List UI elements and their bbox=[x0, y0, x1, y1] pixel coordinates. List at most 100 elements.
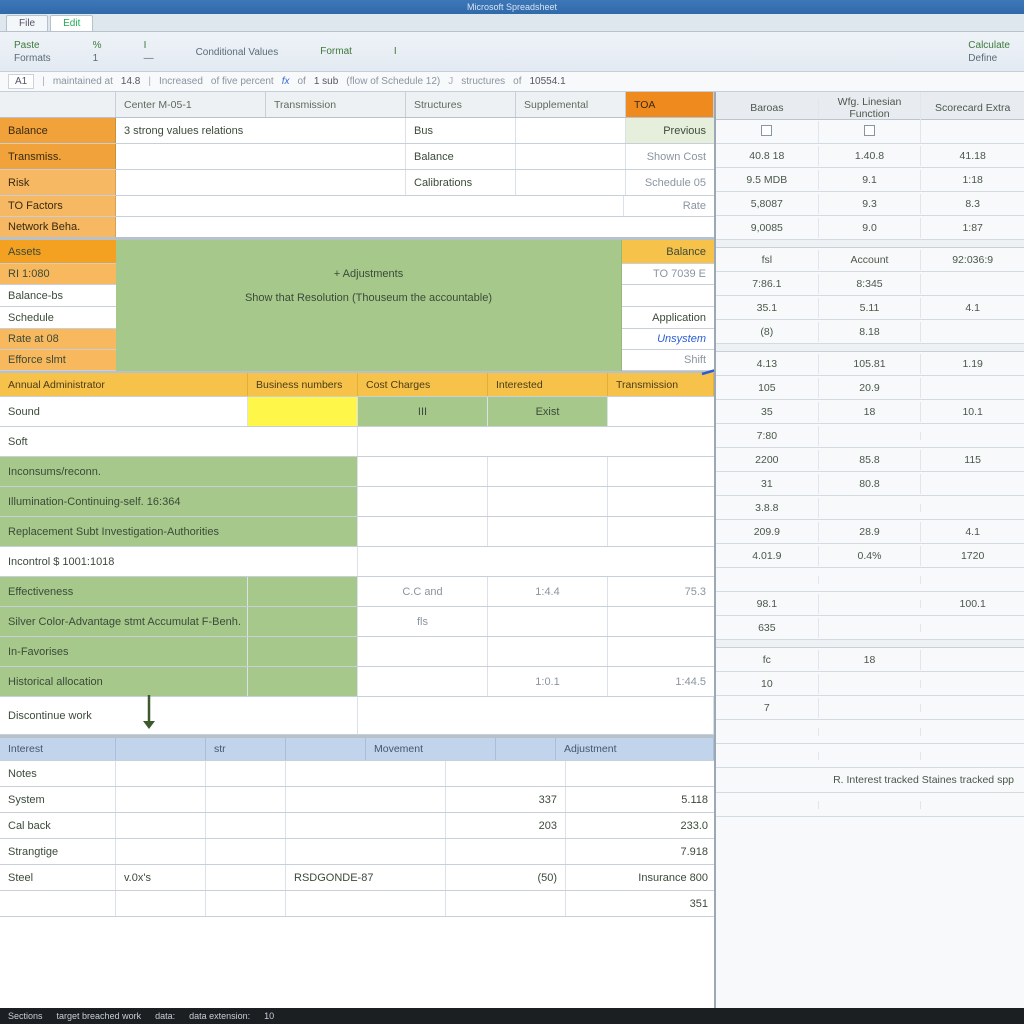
ribbon-grp-i2[interactable]: I bbox=[394, 46, 397, 57]
rp-row[interactable]: 3180.8 bbox=[716, 472, 1024, 496]
rp-h0[interactable]: Baroas bbox=[716, 98, 819, 118]
sec1-colhead-2[interactable]: Transmission bbox=[266, 92, 406, 117]
sec2b-row[interactable]: Discontinue work bbox=[0, 697, 714, 735]
rp-row[interactable]: R. Interest tracked Staines tracked spp bbox=[716, 768, 1024, 793]
tab-file[interactable]: File bbox=[6, 15, 48, 31]
rp-h2[interactable]: Scorecard Extra bbox=[921, 98, 1024, 118]
rp-row[interactable]: (8)8.18 bbox=[716, 320, 1024, 344]
rp-row[interactable] bbox=[716, 568, 1024, 592]
sec2b-h4[interactable]: Transmission bbox=[608, 373, 714, 396]
ribbon-grp-format[interactable]: Format bbox=[320, 46, 352, 57]
rp-row[interactable] bbox=[716, 120, 1024, 144]
sec3-h6[interactable]: Adjustment bbox=[556, 738, 714, 760]
rp-row[interactable]: 209.928.94.1 bbox=[716, 520, 1024, 544]
sec1-row-3[interactable]: TO Factors Rate bbox=[0, 196, 714, 217]
sec1-row-2[interactable]: Risk Calibrations Schedule 05 bbox=[0, 170, 714, 196]
rp-cell: 105.81 bbox=[819, 354, 922, 374]
rp-row[interactable]: 7:86.18:345 bbox=[716, 272, 1024, 296]
fx-icon[interactable]: fx bbox=[282, 76, 290, 87]
sec1-gutter-1[interactable]: Transmiss. bbox=[0, 144, 116, 169]
rp-row[interactable]: 9.5 MDB9.11:18 bbox=[716, 168, 1024, 192]
sec3-h4[interactable]: Movement bbox=[366, 738, 496, 760]
checkbox[interactable] bbox=[864, 125, 875, 136]
tab-edit[interactable]: Edit bbox=[50, 15, 93, 31]
left-pane[interactable]: Center M-05-1 Transmission Structures Su… bbox=[0, 92, 716, 1008]
sec2b-row[interactable]: Replacement Subt Investigation-Authoriti… bbox=[0, 517, 714, 547]
rp-row[interactable]: 4.01.90.4%1720 bbox=[716, 544, 1024, 568]
sec3-row[interactable]: Cal back203233.0 bbox=[0, 813, 714, 839]
sec2a-gutter-5[interactable]: Efforce slmt bbox=[0, 350, 116, 370]
right-pane[interactable]: Baroas Wfg. Linesian Function Scorecard … bbox=[716, 92, 1024, 1008]
rp-cell bbox=[716, 121, 819, 143]
rp-row[interactable]: 10520.9 bbox=[716, 376, 1024, 400]
ribbon-grp-paste[interactable]: PasteFormats bbox=[14, 40, 51, 64]
rp-row[interactable]: fslAccount92:036:9 bbox=[716, 248, 1024, 272]
rp-h1[interactable]: Wfg. Linesian Function bbox=[819, 92, 922, 124]
sec2a-gutter-3[interactable]: Schedule bbox=[0, 307, 116, 328]
rp-row[interactable]: 40.8 181.40.841.18 bbox=[716, 144, 1024, 168]
sec2b-row[interactable]: SoundIIIExist bbox=[0, 397, 714, 427]
sec2b-row[interactable]: Inconsums/reconn. bbox=[0, 457, 714, 487]
rp-row[interactable] bbox=[716, 720, 1024, 744]
rp-row[interactable]: 35.15.114.1 bbox=[716, 296, 1024, 320]
rp-row[interactable]: 351810.1 bbox=[716, 400, 1024, 424]
sec1-row-0[interactable]: Balance 3 strong values relations Bus Pr… bbox=[0, 118, 714, 144]
sec3-row[interactable]: Steelv.0x'sRSDGONDE-87(50)Insurance 800 bbox=[0, 865, 714, 891]
rp-cell: 4.01.9 bbox=[716, 546, 819, 566]
sec3-h2[interactable]: str bbox=[206, 738, 286, 760]
sec2b-row[interactable]: Historical allocation1:0.11:44.5 bbox=[0, 667, 714, 697]
rp-row[interactable]: 7:80 bbox=[716, 424, 1024, 448]
ribbon-grp-italic[interactable]: I— bbox=[144, 40, 154, 64]
checkbox[interactable] bbox=[761, 125, 772, 136]
rp-row[interactable] bbox=[716, 744, 1024, 768]
ribbon-grp-calc[interactable]: CalculateDefine bbox=[968, 40, 1010, 64]
rp-row[interactable]: 9,00859.01:87 bbox=[716, 216, 1024, 240]
rp-row[interactable]: 98.1100.1 bbox=[716, 592, 1024, 616]
sec1-gutter-0[interactable]: Balance bbox=[0, 118, 116, 143]
rp-row[interactable]: 635 bbox=[716, 616, 1024, 640]
sec1-colhead-1[interactable]: Center M-05-1 bbox=[116, 92, 266, 117]
sec3-row[interactable]: Notes bbox=[0, 761, 714, 787]
sec2a-gutter-1[interactable]: RI 1:080 bbox=[0, 264, 116, 284]
sec2b-h1[interactable]: Business numbers bbox=[248, 373, 358, 396]
ribbon-grp-percent[interactable]: %1 bbox=[93, 40, 102, 64]
sec3-row[interactable]: System3375.118 bbox=[0, 787, 714, 813]
formula-bar[interactable]: A1 | maintained at 14.8 | Increased of f… bbox=[0, 72, 1024, 92]
sec2b-row[interactable]: Illumination-Continuing-self. 16:364 bbox=[0, 487, 714, 517]
sec3-h0[interactable]: Interest bbox=[0, 738, 116, 760]
rp-cell bbox=[819, 624, 922, 632]
rp-row[interactable]: 7 bbox=[716, 696, 1024, 720]
sec1-row-1[interactable]: Transmiss. Balance Shown Cost bbox=[0, 144, 714, 170]
rp-row[interactable]: fc18 bbox=[716, 648, 1024, 672]
rp-row[interactable]: 10 bbox=[716, 672, 1024, 696]
sec1-gutter-4[interactable]: Network Beha. bbox=[0, 217, 116, 237]
sec1-colhead-4[interactable]: Supplemental bbox=[516, 92, 626, 117]
sec1-colhead-3[interactable]: Structures bbox=[406, 92, 516, 117]
sec3-row[interactable]: Strangtige7.918 bbox=[0, 839, 714, 865]
rp-row[interactable]: 4.13105.811.19 bbox=[716, 352, 1024, 376]
rp-row[interactable]: 3.8.8 bbox=[716, 496, 1024, 520]
sec1-colhead-toa[interactable]: TOA bbox=[626, 92, 714, 117]
sec2b-h2[interactable]: Cost Charges bbox=[358, 373, 488, 396]
sec2b-cell[interactable] bbox=[248, 397, 358, 426]
name-box[interactable]: A1 bbox=[8, 74, 34, 89]
sec1-row-4[interactable]: Network Beha. bbox=[0, 217, 714, 240]
sec2b-h3[interactable]: Interested bbox=[488, 373, 608, 396]
rp-cell: 9.1 bbox=[819, 170, 922, 190]
sec2b-row[interactable]: EffectivenessC.C and1:4.475.3 bbox=[0, 577, 714, 607]
rp-row[interactable]: 220085.8115 bbox=[716, 448, 1024, 472]
sec3-row[interactable]: 351 bbox=[0, 891, 714, 917]
rp-row[interactable] bbox=[716, 793, 1024, 817]
sec2a-gutter-0[interactable]: Assets bbox=[0, 240, 116, 263]
sec2b-row[interactable]: In-Favorises bbox=[0, 637, 714, 667]
sec1-gutter-3[interactable]: TO Factors bbox=[0, 196, 116, 216]
sec2b-row[interactable]: Soft bbox=[0, 427, 714, 457]
sec2b-row[interactable]: Silver Color-Advantage stmt Accumulat F-… bbox=[0, 607, 714, 637]
rp-row[interactable]: 5,80879.38.3 bbox=[716, 192, 1024, 216]
sec2b-h0[interactable]: Annual Administrator bbox=[0, 373, 248, 396]
sec2b-row[interactable]: Incontrol $ 1001:1018 bbox=[0, 547, 714, 577]
sec2a-gutter-2[interactable]: Balance-bs bbox=[0, 285, 116, 306]
sec2a-gutter-4[interactable]: Rate at 08 bbox=[0, 329, 116, 349]
sec1-gutter-2[interactable]: Risk bbox=[0, 170, 116, 195]
ribbon-grp-cond[interactable]: Conditional Values bbox=[196, 45, 279, 58]
